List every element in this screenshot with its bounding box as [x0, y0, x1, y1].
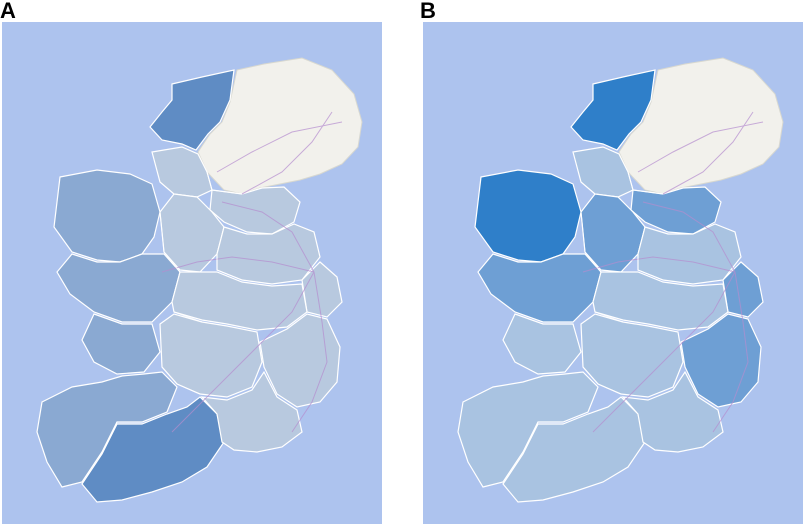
- region-wicklow-carlow: [680, 313, 762, 408]
- map-panel-b[interactable]: [423, 22, 803, 524]
- region-limerick-kerry: [36, 371, 178, 488]
- region-borders: [580, 171, 664, 395]
- region-clare: [502, 313, 582, 375]
- panel-label-a: A: [0, 0, 16, 23]
- region-waterford-kilkenny: [200, 370, 303, 453]
- region-cork: [502, 396, 646, 503]
- region-mayo: [474, 169, 582, 263]
- region-waterford-kilkenny: [621, 370, 724, 453]
- panel-label-b: B: [420, 0, 436, 23]
- road-network: [161, 111, 343, 433]
- region-mayo: [53, 169, 161, 263]
- region-donegal: [570, 69, 656, 151]
- road-network: [582, 111, 764, 433]
- choropleth-map-a: [2, 22, 382, 524]
- region-wicklow-carlow: [259, 313, 341, 408]
- region-donegal: [149, 69, 235, 151]
- map-panel-a[interactable]: [2, 22, 382, 524]
- region-clare: [81, 313, 161, 375]
- region-limerick-kerry: [457, 371, 599, 488]
- region-borders: [159, 171, 243, 395]
- region-cork: [81, 396, 225, 503]
- choropleth-map-b: [423, 22, 803, 524]
